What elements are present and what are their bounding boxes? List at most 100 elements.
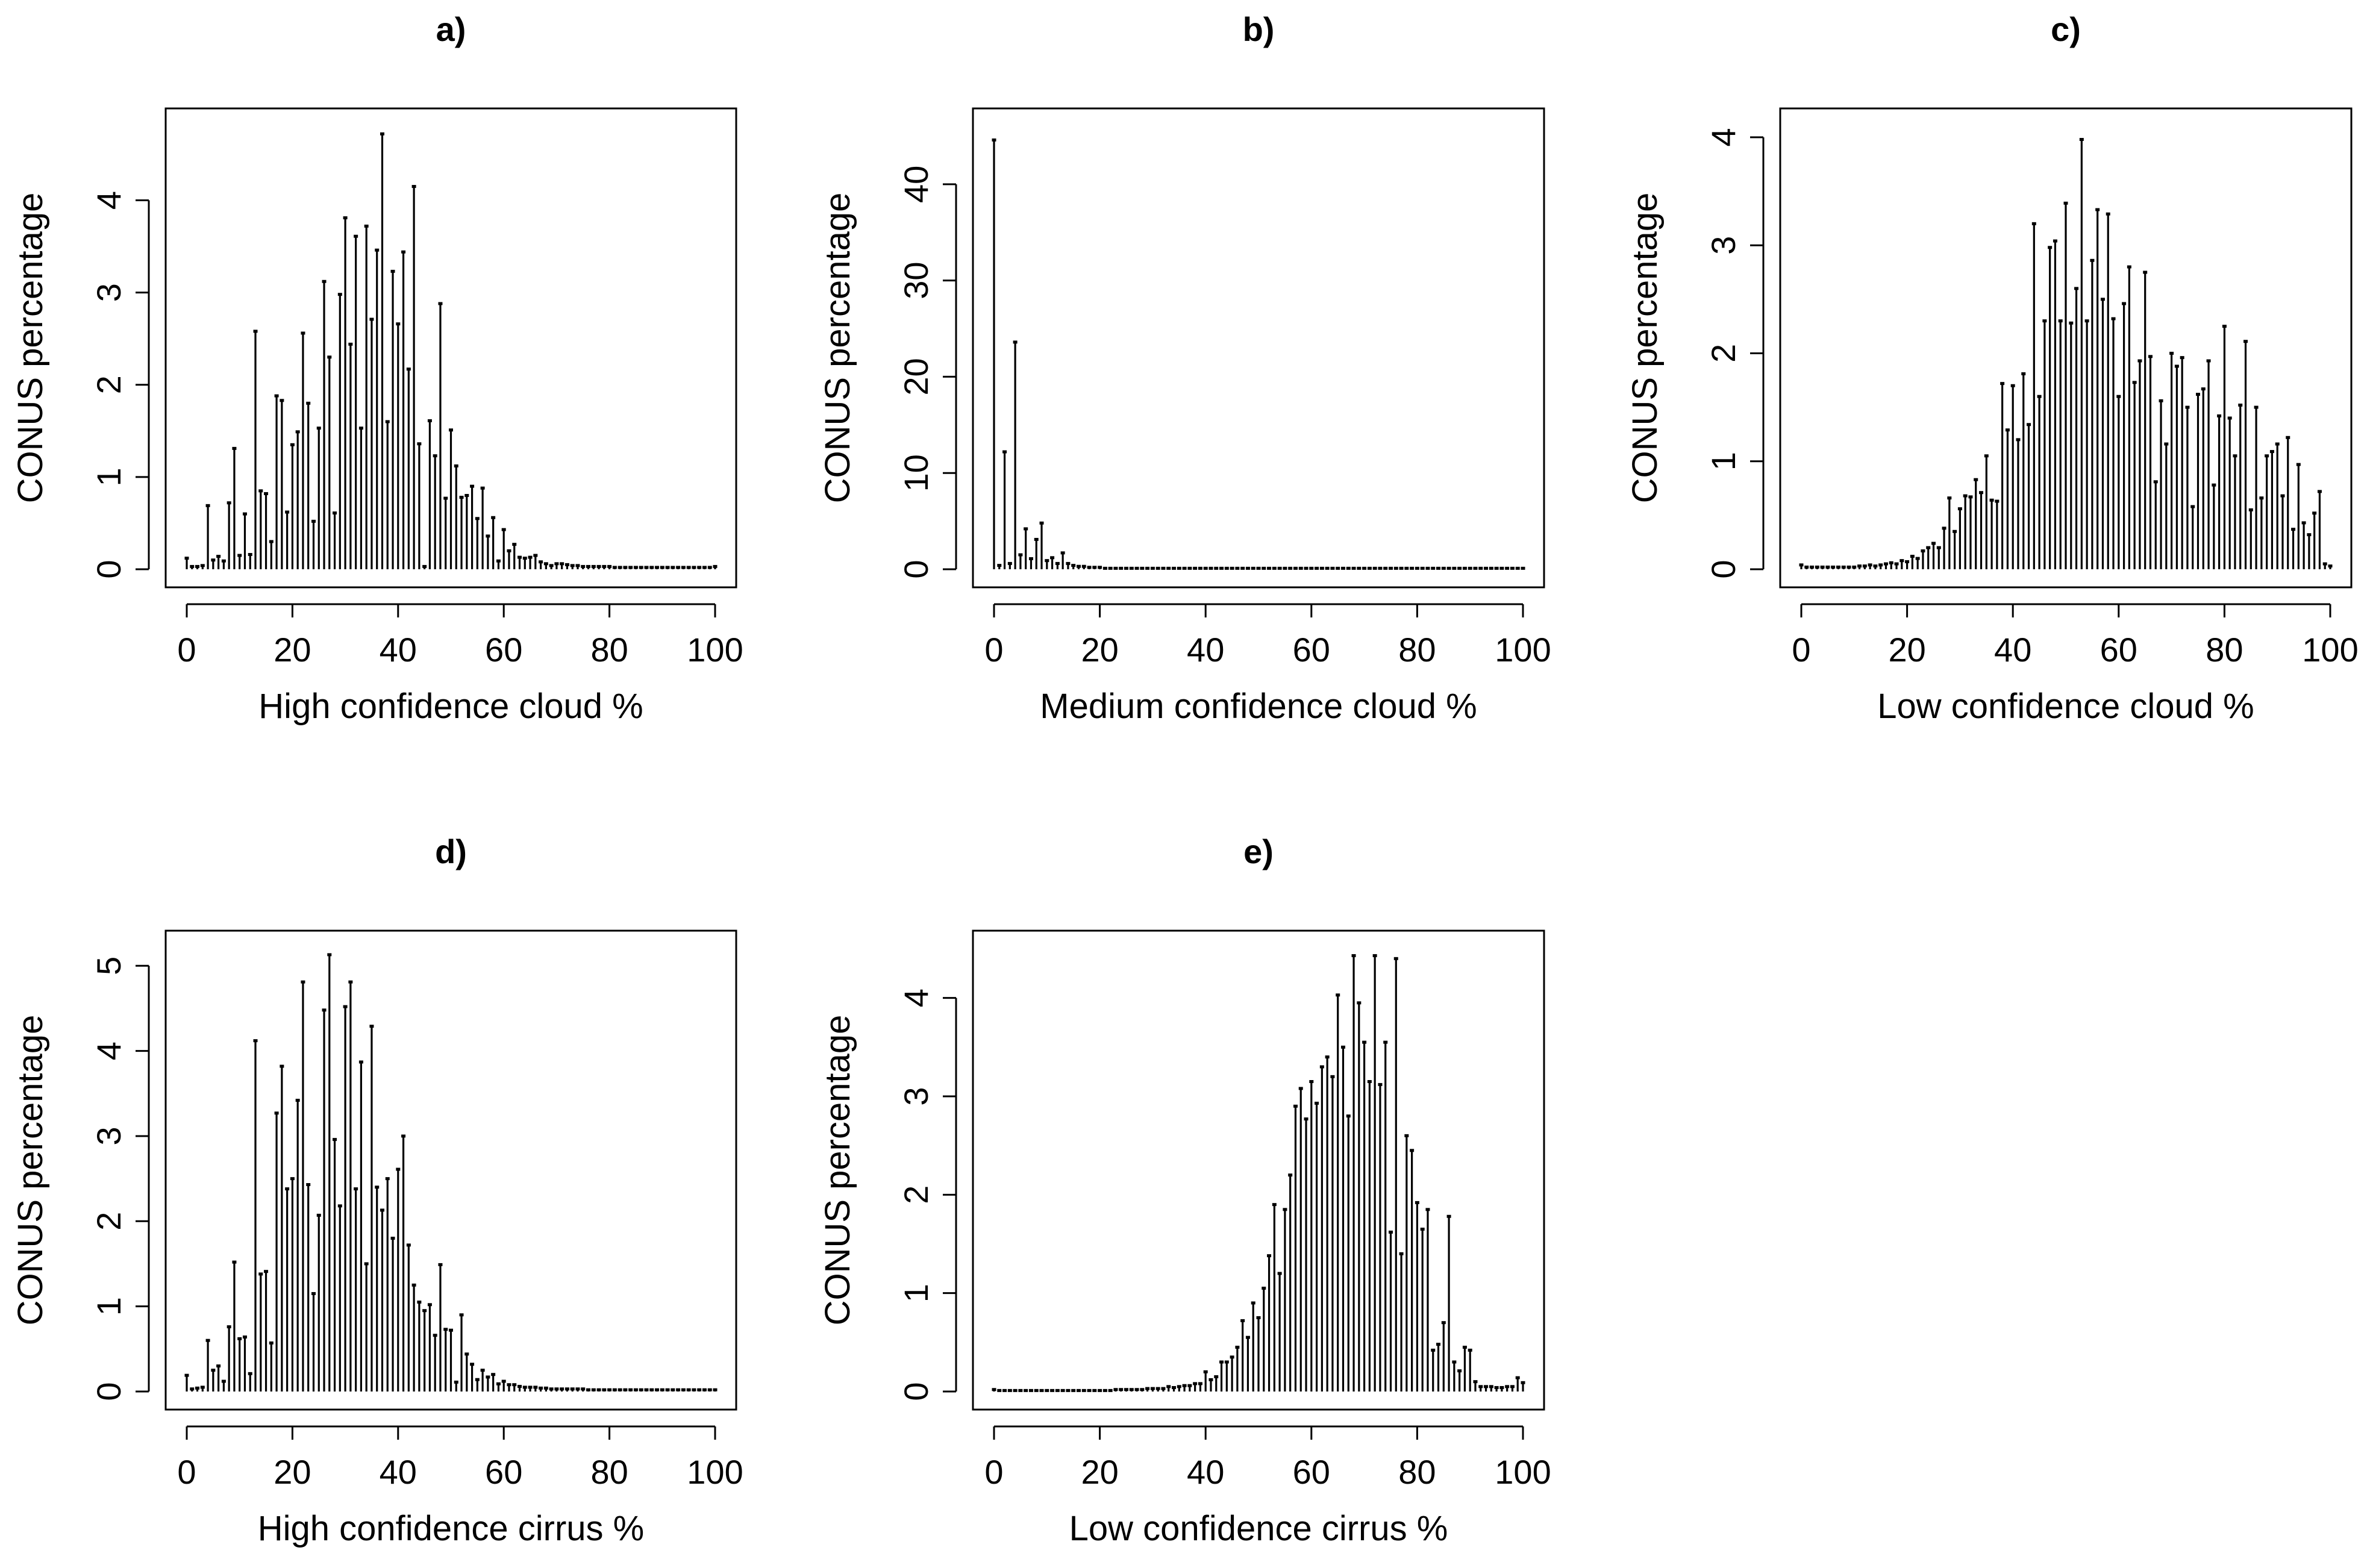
bar-cap	[1330, 1075, 1335, 1078]
bar-cap	[1214, 566, 1219, 570]
bar-cap	[2053, 239, 2057, 243]
y-tick-label: 2	[90, 1212, 128, 1231]
bar-cap	[422, 564, 427, 568]
bar-cap	[2201, 387, 2206, 391]
y-axis-label: CONUS percentage	[1625, 193, 1665, 504]
bar-cap	[501, 528, 506, 531]
bar-cap	[2291, 528, 2296, 531]
bar-cap	[1942, 526, 1946, 530]
bar-cap	[433, 1334, 437, 1337]
x-tick-label: 80	[2206, 631, 2243, 669]
bar-cap	[470, 1363, 475, 1366]
bar-cap	[618, 566, 622, 569]
bar-cap	[686, 1388, 691, 1392]
bar-cap	[665, 1388, 670, 1392]
y-tick-label: 0	[90, 1382, 128, 1401]
bar-cap	[543, 562, 548, 566]
bar-cap	[2127, 265, 2131, 269]
bar-cap	[1489, 566, 1493, 570]
bar-cap	[1098, 1388, 1102, 1392]
bar-cap	[1155, 566, 1160, 570]
bar-cap	[1007, 1388, 1012, 1392]
bar-cap	[1119, 566, 1124, 570]
bar-cap	[343, 216, 348, 220]
bar-cap	[1262, 566, 1266, 570]
bar-cap	[2027, 423, 2031, 426]
bar-cap	[1177, 566, 1181, 570]
panel-title: a)	[436, 10, 466, 48]
bar-cap	[1087, 566, 1092, 569]
bar-cap	[1108, 566, 1113, 570]
bar-cap	[1510, 566, 1515, 570]
y-tick-label: 1	[90, 467, 128, 486]
bar-cap	[1494, 1385, 1499, 1389]
bar-cap	[380, 1208, 384, 1212]
bar-cap	[2164, 442, 2169, 446]
bar-cap	[528, 1385, 533, 1389]
bar-cap	[2143, 270, 2148, 274]
bar-cap	[1182, 1384, 1187, 1387]
bar-cap	[1251, 566, 1255, 570]
bar-cap	[1963, 494, 1968, 498]
bar-cap	[253, 330, 258, 333]
bar-cap	[1267, 566, 1272, 570]
bar-cap	[364, 224, 369, 228]
bar-cap	[1235, 566, 1240, 570]
bar-cap	[1378, 566, 1383, 570]
x-axis-label: Medium confidence cloud %	[1040, 687, 1477, 726]
bar-cap	[396, 322, 401, 326]
bar-cap	[1230, 566, 1234, 570]
bar-cap	[1193, 1382, 1198, 1385]
bar-cap	[443, 1328, 448, 1331]
bar-cap	[2275, 442, 2280, 446]
bar-cap	[1894, 562, 1899, 566]
bar-cap	[1420, 1228, 1425, 1231]
bar-cap	[660, 566, 664, 569]
bar-cap	[2031, 222, 2036, 225]
y-axis-label: CONUS percentage	[11, 193, 50, 504]
bar-cap	[570, 1387, 575, 1391]
bar-cap	[1315, 566, 1319, 570]
bar-cap	[480, 1369, 485, 1372]
bar-cap	[316, 426, 321, 430]
bar-cap	[1505, 1385, 1510, 1388]
bar-cap	[1862, 564, 1867, 568]
bar-cap	[496, 559, 501, 563]
bar-cap	[375, 248, 380, 252]
bar-cap	[285, 1187, 290, 1191]
x-tick-label: 100	[1495, 631, 1551, 669]
bar-cap	[1325, 1055, 1330, 1059]
bar-cap	[1166, 566, 1171, 570]
bar-cap	[1340, 1045, 1345, 1049]
bar-cap	[1841, 565, 1846, 569]
bar-cap	[1028, 1388, 1033, 1392]
bar-cap	[496, 1382, 501, 1385]
bar-cap	[1315, 1101, 1319, 1105]
bar-cap	[337, 293, 342, 296]
bar-cap	[322, 1008, 327, 1012]
bar-cap	[1336, 993, 1340, 997]
bar-cap	[1224, 566, 1229, 570]
bar-cap	[205, 1338, 210, 1342]
bar-cap	[216, 1364, 221, 1368]
bar-cap	[1473, 566, 1478, 570]
x-tick-label: 80	[1398, 1453, 1436, 1491]
bar-cap	[591, 1388, 596, 1392]
bar-cap	[1505, 566, 1510, 570]
bar-cap	[2153, 480, 2158, 484]
bar-cap	[1346, 566, 1351, 570]
y-tick-label: 4	[90, 191, 128, 210]
bar-cap	[1113, 1388, 1118, 1392]
bar-cap	[575, 564, 580, 567]
bar-cap	[327, 355, 332, 359]
x-tick-label: 100	[687, 1453, 743, 1491]
bar-cap	[1193, 566, 1198, 570]
bar-cap	[1499, 1385, 1504, 1389]
bar-cap	[1521, 566, 1525, 570]
bar-cap	[586, 1388, 591, 1392]
chart-panel-high-confidence-cirrus: d) 0 20 40 60 80 100 0 1 2 3 4 5 High confidence cirr…	[11, 832, 743, 1548]
y-tick-label: 1	[90, 1297, 128, 1316]
bar-cap	[1277, 566, 1282, 570]
bar-cap	[1468, 1348, 1472, 1352]
bar-cap	[333, 1138, 337, 1142]
